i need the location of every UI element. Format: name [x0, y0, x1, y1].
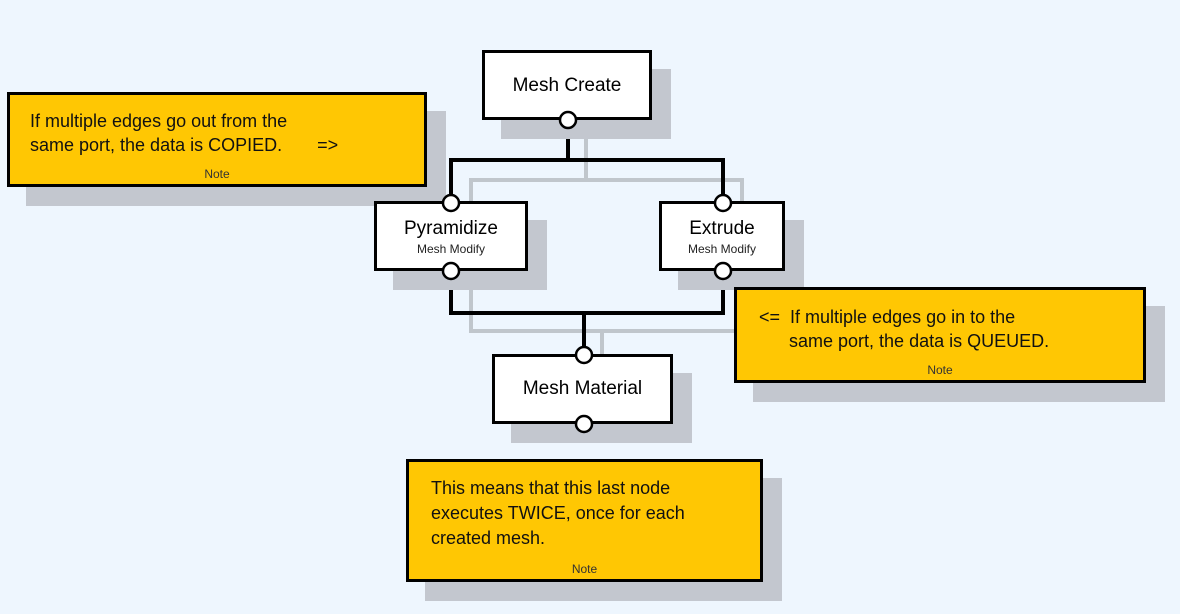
note-twice[interactable]: This means that this last node executes …: [406, 459, 763, 582]
edge-shadow-pyramidize-material: [469, 289, 604, 362]
note-label: Note: [927, 363, 953, 377]
edge-shadow-create-extrude: [586, 178, 744, 210]
edge-pyramidize-to-material[interactable]: [449, 271, 586, 355]
node-subtitle: Mesh Modify: [416, 242, 486, 256]
edge-create-to-pyramidize[interactable]: [449, 120, 570, 203]
node-mesh-material[interactable]: Mesh Material: [492, 354, 673, 424]
note-text-line: <= If multiple edges go in to the: [759, 307, 1016, 327]
node-title: Mesh Create: [512, 75, 622, 96]
node-pyramidize[interactable]: Pyramidize Mesh Modify: [374, 201, 528, 271]
note-label: Note: [571, 562, 598, 576]
note-copied[interactable]: If multiple edges go out from the same p…: [7, 92, 427, 187]
note-text-line: This means that this last node: [431, 478, 671, 498]
note-text-line: same port, the data is QUEUED.: [759, 331, 1050, 352]
edge-create-to-extrude[interactable]: [568, 158, 725, 203]
note-queued[interactable]: <= If multiple edges go in to the same p…: [734, 287, 1146, 383]
edges: [449, 120, 725, 355]
node-title: Extrude: [689, 218, 755, 239]
note-text-line: If multiple edges go out from the: [30, 111, 288, 131]
node-title: Mesh Material: [522, 378, 643, 399]
note-text-line: executes TWICE, once for each: [431, 503, 685, 524]
note-text-line: created mesh.: [431, 528, 546, 549]
node-extrude[interactable]: Extrude Mesh Modify: [659, 201, 785, 271]
node-subtitle: Mesh Modify: [687, 242, 757, 256]
node-mesh-create[interactable]: Mesh Create: [482, 50, 652, 120]
note-label: Note: [204, 167, 230, 181]
node-title: Pyramidize: [404, 218, 498, 239]
note-text-line: same port, the data is COPIED. =>: [30, 135, 339, 156]
